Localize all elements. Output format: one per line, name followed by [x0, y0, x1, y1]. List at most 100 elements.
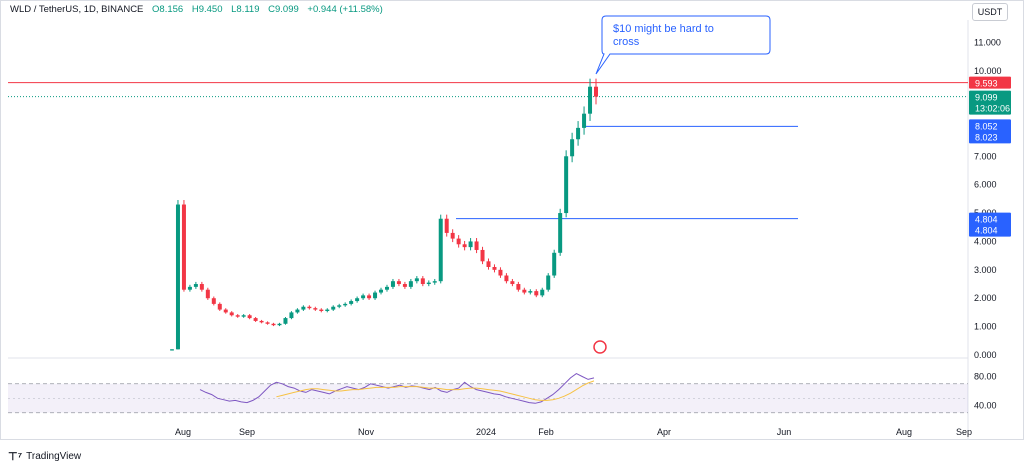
candle-body: [594, 86, 598, 97]
candle-body: [307, 306, 312, 309]
candle-body: [241, 315, 246, 317]
candle-body: [468, 241, 473, 248]
candle-body: [361, 295, 366, 299]
candle-body: [498, 269, 503, 276]
lower-level-tag-text: 4.804: [975, 226, 998, 236]
open-value: O8.156: [152, 4, 184, 15]
price-tick-label: 4.000: [974, 236, 997, 246]
candle-body: [396, 281, 401, 285]
last-price-tag-text: 9.099: [975, 93, 998, 103]
candle-body: [450, 232, 455, 239]
price-tick-label: 1.000: [974, 322, 997, 332]
price-tick-label: 0.000: [974, 350, 997, 360]
candle-body: [456, 238, 461, 245]
candle-body: [223, 309, 228, 313]
candle-body: [480, 249, 485, 262]
candle-body: [534, 291, 539, 296]
annotation-bubble: [595, 15, 771, 75]
candle-body: [199, 284, 204, 290]
candle-body: [175, 204, 180, 350]
price-tick-label: 3.000: [974, 265, 997, 275]
candle-body: [205, 289, 210, 299]
candle-body: [504, 275, 509, 282]
annotation-text-line1: $10 might be hard to: [613, 23, 714, 35]
high-value: H9.450: [191, 4, 223, 15]
candle-body: [265, 322, 270, 324]
candle-body: [402, 284, 407, 287]
brand-name: TradingView: [26, 451, 82, 462]
symbol-title[interactable]: WLD / TetherUS, 1D, BINANCE: [10, 4, 144, 15]
candle-body: [462, 244, 467, 248]
candle-body: [253, 318, 258, 321]
candle-body: [558, 213, 563, 253]
candle-body: [283, 318, 288, 324]
time-tick-label: Nov: [358, 427, 375, 437]
upper-level-tag-text: 8.052: [975, 121, 998, 131]
lower-level-tag-text: 4.804: [975, 215, 998, 225]
rsi-band: [8, 383, 968, 414]
time-tick-label: Feb: [538, 427, 554, 437]
annotation-text-line2: cross: [613, 36, 640, 48]
candle-body: [444, 218, 449, 233]
price-tick-label: 6.000: [974, 180, 997, 190]
upper-level-tag-text: 8.023: [975, 132, 998, 142]
rsi-ma-line: [276, 380, 595, 401]
candle-body: [420, 278, 425, 285]
candle-body: [486, 261, 491, 267]
candle-body: [170, 349, 174, 351]
tradingview-logo-icon: ⊤⁷: [8, 451, 23, 463]
candle-body: [570, 139, 575, 157]
candle-body: [235, 315, 240, 317]
candle-body: [379, 289, 384, 293]
candle-body: [187, 286, 192, 290]
candle-body: [438, 218, 443, 282]
currency-button[interactable]: USDT: [972, 3, 1008, 21]
candles: [170, 78, 598, 351]
time-axis: Aug Sep Nov 2024 Feb Apr Jun Aug Sep: [175, 427, 972, 437]
candle-body: [331, 306, 336, 310]
price-tick-label: 11.000: [974, 38, 1001, 48]
symbol-header: WLD / TetherUS, 1D, BINANCE O8.156 H9.45…: [10, 4, 389, 15]
candle-body: [414, 278, 419, 282]
rsi-tick-label: 80.00: [974, 372, 997, 382]
footer[interactable]: ⊤⁷ TradingView: [8, 450, 81, 463]
low-value: L8.119: [231, 4, 260, 15]
candle-body: [277, 323, 282, 326]
candle-body: [546, 275, 551, 290]
candle-body: [474, 241, 479, 250]
candle-body: [528, 291, 533, 293]
candle-body: [552, 252, 557, 276]
candle-body: [367, 295, 372, 299]
candle-body: [492, 266, 497, 270]
last-price-tag-text: 13:02:06: [975, 104, 1010, 114]
candle-body: [325, 309, 330, 311]
time-tick-label: Aug: [896, 427, 912, 437]
time-tick-label: Sep: [956, 427, 972, 437]
candle-body: [432, 281, 437, 283]
candle-body: [588, 86, 593, 114]
time-tick-label: 2024: [476, 427, 496, 437]
candle-body: [522, 289, 527, 293]
grid: [8, 20, 969, 440]
candle-body: [540, 289, 545, 296]
change-value: +0.944 (+11.58%): [307, 4, 383, 15]
candle-body: [582, 113, 587, 128]
rsi-pane: [199, 373, 595, 404]
candle-body: [337, 305, 342, 307]
rsi-line: [199, 373, 595, 404]
candle-body: [373, 292, 378, 299]
last-price-tag: [969, 90, 1011, 115]
horizontal-levels: [8, 82, 968, 220]
candle-body: [301, 306, 306, 310]
time-tick-label: Apr: [657, 427, 671, 437]
candle-body: [390, 281, 395, 287]
time-tick-label: Jun: [777, 427, 792, 437]
price-tick-label: 10.000: [974, 66, 1002, 76]
time-tick-label: Aug: [175, 427, 191, 437]
candle-body: [217, 303, 222, 310]
candle-body: [510, 281, 515, 285]
candle-body: [295, 309, 300, 313]
